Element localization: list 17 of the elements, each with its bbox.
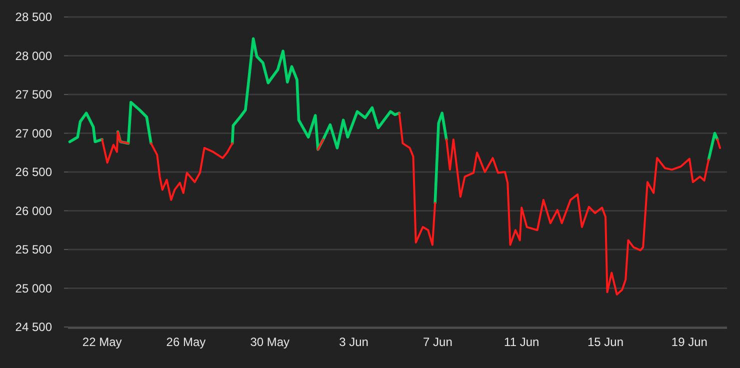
y-tick-label: 26 500 — [15, 165, 52, 180]
x-tick-label: 26 May — [166, 335, 206, 349]
x-tick-label: 11 Jun — [504, 335, 540, 349]
x-tick-label: 30 May — [250, 335, 290, 349]
y-tick-label: 25 500 — [15, 242, 52, 257]
x-tick-label: 3 Jun — [339, 335, 368, 349]
y-tick-label: 28 500 — [15, 10, 52, 24]
y-tick-label: 27 000 — [15, 126, 52, 140]
y-tick-label: 26 000 — [15, 204, 52, 218]
y-tick-label: 28 000 — [15, 48, 52, 63]
y-tick-label: 25 000 — [15, 281, 52, 296]
y-tick-label: 24 500 — [15, 320, 52, 334]
x-tick-label: 22 May — [82, 335, 122, 349]
x-tick-label: 7 Jun — [423, 335, 452, 349]
x-tick-label: 15 Jun — [588, 335, 624, 349]
y-tick-label: 27 500 — [15, 88, 52, 102]
x-tick-label: 19 Jun — [671, 335, 708, 349]
